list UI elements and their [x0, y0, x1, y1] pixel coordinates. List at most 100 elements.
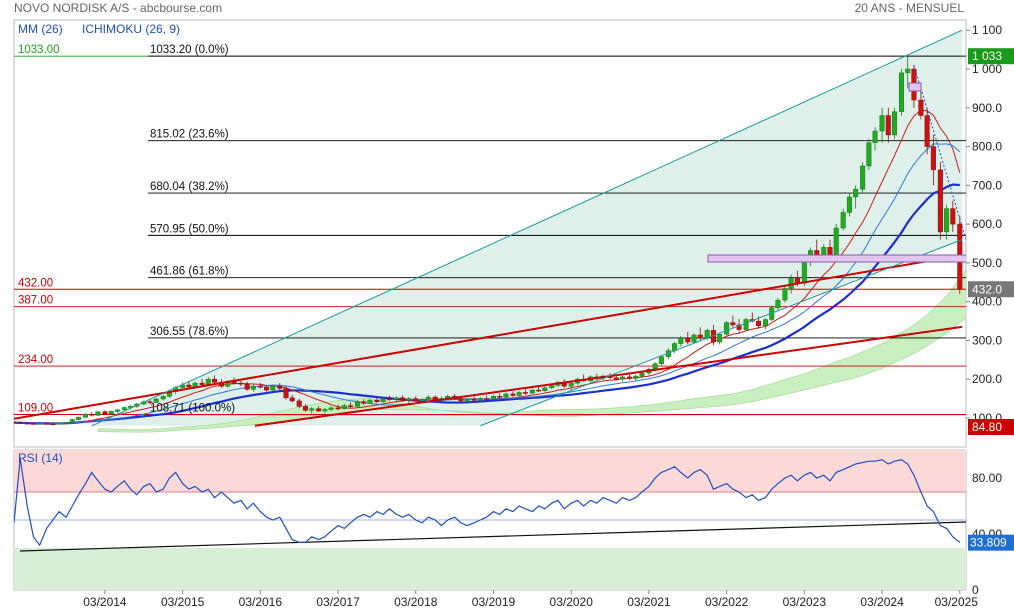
price-badges: 1 033 432.0 84.80: [968, 48, 1014, 435]
candle-body-94: [619, 376, 626, 380]
fib-label-1: 815.02 (23.6%): [150, 129, 229, 141]
candle-body-127: [833, 227, 839, 256]
candle-body-80: [529, 389, 535, 394]
rsi-line: [14, 458, 961, 547]
price-tick-label-4: 700.0: [972, 178, 1002, 192]
candle-body-58: [386, 398, 392, 400]
candle-body-12: [89, 413, 95, 416]
candle-body-43: [289, 397, 295, 402]
candle-body-39: [264, 386, 270, 391]
time-axis: 03/2014 03/2015 03/2016 03/2017 03/2018 03/20…: [83, 590, 978, 609]
candle-body-1: [17, 422, 23, 424]
candle-body-35: [238, 382, 244, 385]
level-label-3: 234.00: [18, 354, 53, 366]
candle-body-11: [82, 413, 89, 418]
candle-body-42: [283, 388, 289, 399]
time-tick-label-9: 03/2023: [783, 595, 827, 609]
time-tick-label-8: 03/2022: [705, 595, 749, 609]
candle-body-102: [672, 343, 678, 351]
rsi-badge-label: 33.809: [970, 536, 1007, 550]
price-tick-label-7: 400.0: [972, 295, 1002, 309]
main-panel-frame: [13, 19, 967, 448]
candle-body-7: [56, 422, 62, 425]
candle-body-97: [639, 372, 645, 377]
candle-body-15: [108, 411, 114, 414]
price-plot: [14, 29, 966, 433]
fib-label-3: 570.95 (50.0%): [150, 223, 229, 235]
price-badge-label-2: 84.80: [972, 420, 1002, 434]
fib-label-2: 680.04 (38.2%): [150, 181, 229, 193]
candle-body-10: [75, 416, 82, 420]
candle-body-142: [930, 146, 936, 171]
candle-body-51: [341, 405, 347, 409]
candle-body-75: [497, 396, 503, 398]
price-axis: 1 100 1 000 900.0 800.0 700.0 600.0 500.0 400.0…: [966, 23, 1002, 425]
chart-period: 20 ANS - MENSUEL: [855, 1, 965, 15]
candle-body-9: [69, 419, 75, 423]
time-tick-label-4: 03/2018: [394, 595, 438, 609]
candle-body-45: [302, 406, 308, 411]
trendline-3: [480, 239, 963, 427]
candle-body-95: [626, 376, 633, 379]
candle-body-140: [918, 99, 924, 116]
candle-body-79: [522, 392, 528, 394]
price-badge-bg-0: [968, 48, 1014, 65]
candle-body-30: [205, 378, 211, 385]
candle-body-136: [891, 111, 898, 136]
candle-body-99: [652, 363, 658, 370]
candle-body-14: [102, 411, 108, 414]
candle-body-115: [755, 320, 762, 326]
candle-body-73: [483, 398, 490, 400]
candle-body-143: [937, 169, 943, 233]
candle-body-44: [296, 400, 302, 407]
ma-indicator-label: MM (26): [18, 22, 63, 36]
cloud-band: [97, 269, 966, 433]
price-tick-label-0: 1 100: [972, 23, 1002, 37]
candle-body-23: [160, 396, 166, 400]
price-badge-label-0: 1 033: [972, 49, 1002, 63]
price-tick-label-2: 900.0: [972, 101, 1002, 115]
candle-body-104: [685, 337, 691, 343]
trendline-2: [91, 29, 963, 427]
time-tick-label-11: 03/2025: [935, 595, 979, 609]
rsi-last-badge: 33.809: [968, 534, 1014, 551]
candle-body-16: [114, 409, 120, 412]
candle-body-122: [801, 261, 807, 284]
fib-label-5: 306.55 (78.6%): [150, 326, 229, 338]
candle-body-133: [872, 130, 878, 143]
candle-body-83: [549, 385, 555, 389]
candle-body-64: [425, 396, 431, 400]
candle-body-4: [37, 423, 43, 425]
candle-body-124: [814, 250, 820, 256]
candle-body-72: [477, 398, 483, 401]
level-label-4: 109.00: [18, 403, 53, 415]
candle-body-50: [335, 407, 341, 410]
candle-body-6: [50, 423, 56, 426]
time-tick-label-1: 03/2015: [161, 595, 205, 609]
candle-body-59: [393, 397, 399, 400]
candle-body-21: [147, 401, 153, 403]
chart-title: NOVO NORDISK A/S - abcbourse.com: [14, 1, 222, 15]
candle-body-128: [840, 212, 846, 229]
time-tick-label-5: 03/2019: [472, 595, 516, 609]
candle-body-29: [199, 382, 205, 385]
level-labels: 1033.00 432.00 387.00 234.00 109.00: [18, 44, 60, 414]
candle-body-41: [277, 385, 283, 389]
candle-body-40: [270, 385, 276, 391]
candle-body-135: [885, 115, 891, 136]
candle-body-106: [697, 334, 703, 339]
candle-body-53: [354, 401, 361, 407]
fibonacci-labels: 1033.20 (0.0%) 815.02 (23.6%) 680.04 (38.2…: [150, 44, 235, 414]
price-badge-label-1: 432.0: [972, 282, 1002, 296]
candle-body-116: [762, 319, 769, 326]
rsi-tick-label-0: 80.00: [972, 471, 1002, 485]
candle-body-119: [782, 288, 788, 301]
candle-body-54: [361, 401, 367, 404]
candle-body-137: [898, 72, 905, 112]
candle-body-8: [63, 422, 69, 424]
candle-body-27: [186, 384, 192, 388]
candle-body-3: [30, 423, 36, 425]
ichimoku-indicator-label: ICHIMOKU (26, 9): [82, 22, 180, 36]
